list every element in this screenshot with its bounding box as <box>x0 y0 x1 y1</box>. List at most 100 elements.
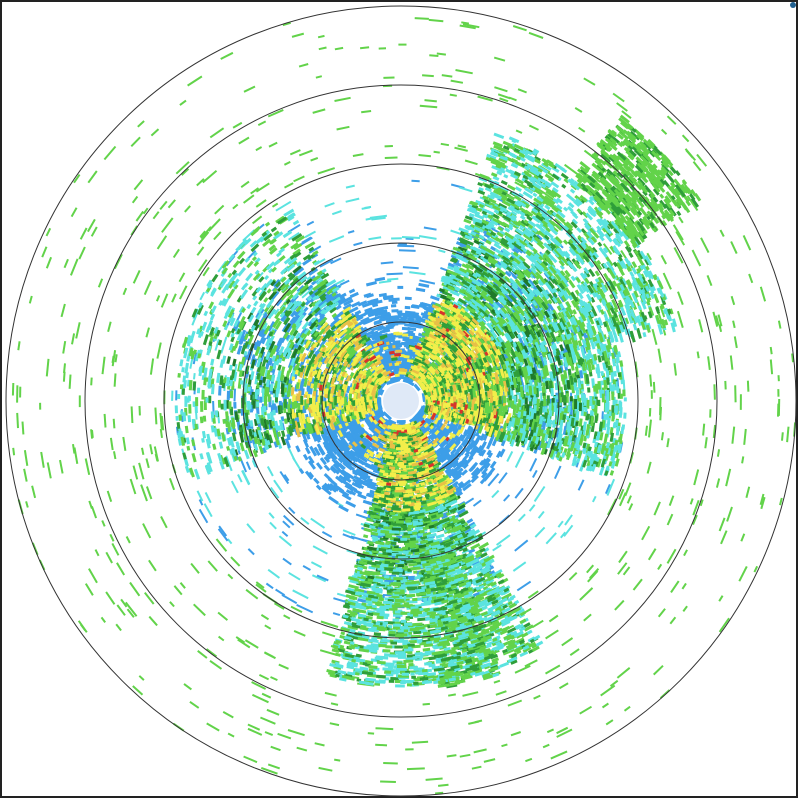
clutter-echo <box>549 616 558 622</box>
precip-echo <box>366 282 376 285</box>
clutter-echo <box>253 216 262 223</box>
clutter-echo <box>661 690 670 698</box>
clutter-echo <box>102 617 106 622</box>
clutter-echo <box>303 566 310 570</box>
clutter-echo <box>731 242 737 254</box>
precip-echo <box>220 386 221 396</box>
clutter-echo <box>117 563 124 575</box>
clutter-echo <box>112 543 118 555</box>
clutter-echo <box>761 287 765 302</box>
precip-echo <box>407 341 412 342</box>
clutter-echo <box>266 584 273 589</box>
clutter-echo <box>47 359 49 377</box>
clutter-echo <box>686 149 696 161</box>
clutter-echo <box>484 759 495 762</box>
clutter-echo <box>569 573 576 580</box>
clutter-echo <box>402 237 420 238</box>
clutter-echo <box>720 518 725 531</box>
clutter-echo <box>289 573 300 580</box>
clutter-echo <box>210 661 222 669</box>
clutter-echo <box>197 247 203 255</box>
clutter-echo <box>534 696 541 699</box>
precip-echo <box>314 479 319 484</box>
clutter-echo <box>424 228 437 230</box>
clutter-echo <box>174 586 181 595</box>
clutter-echo <box>271 677 278 680</box>
clutter-echo <box>515 666 530 673</box>
precip-echo <box>349 290 354 292</box>
clutter-echo <box>438 785 448 786</box>
clutter-echo <box>284 162 290 165</box>
clutter-echo <box>133 686 143 695</box>
clutter-echo <box>209 219 220 231</box>
clutter-echo <box>233 205 238 209</box>
clutter-echo <box>335 48 343 49</box>
clutter-echo <box>397 246 414 247</box>
precip-echo <box>304 455 307 460</box>
clutter-echo <box>463 692 479 696</box>
clutter-echo <box>138 121 144 127</box>
clutter-echo <box>529 33 543 38</box>
clutter-echo <box>415 18 429 19</box>
clutter-echo <box>319 768 333 771</box>
precip-echo <box>282 417 283 422</box>
precip-echo <box>410 324 416 325</box>
clutter-echo <box>270 522 276 528</box>
clutter-echo <box>744 429 746 445</box>
clutter-echo <box>174 249 179 257</box>
clutter-echo <box>662 130 667 135</box>
precip-echo <box>383 313 390 314</box>
clutter-echo <box>608 499 616 515</box>
clutter-echo <box>180 273 185 282</box>
precip-echo <box>476 437 479 443</box>
clutter-echo <box>151 129 158 136</box>
clutter-echo <box>496 691 507 695</box>
clutter-echo <box>221 337 226 354</box>
clutter-echo <box>543 745 549 748</box>
clutter-echo <box>274 480 282 492</box>
clutter-echo <box>149 560 156 571</box>
clutter-echo <box>423 704 430 705</box>
clutter-echo <box>679 217 683 223</box>
clutter-echo <box>131 226 137 235</box>
clutter-echo <box>714 384 715 399</box>
clutter-echo <box>333 613 340 615</box>
clutter-echo <box>726 469 730 486</box>
clutter-echo <box>258 121 265 125</box>
clutter-echo <box>575 108 582 112</box>
clutter-echo <box>379 281 391 283</box>
clutter-echo <box>461 22 469 23</box>
clutter-echo <box>198 651 207 658</box>
clutter-echo <box>337 127 350 130</box>
clutter-echo <box>285 183 294 188</box>
precip-echo <box>306 301 310 305</box>
clutter-echo <box>150 444 152 454</box>
clutter-echo <box>48 462 51 478</box>
clutter-echo <box>746 487 749 498</box>
precip-echo <box>242 409 243 416</box>
precip-echo <box>408 317 413 318</box>
clutter-echo <box>261 615 268 620</box>
precip-echo <box>318 444 322 452</box>
clutter-echo <box>181 583 186 589</box>
clutter-echo <box>146 459 148 468</box>
precip-echo <box>355 311 360 314</box>
precip-echo <box>374 337 380 339</box>
clutter-echo <box>139 676 144 680</box>
clutter-echo <box>279 536 291 546</box>
clutter-echo <box>601 686 615 696</box>
clutter-echo <box>273 204 278 207</box>
precip-echo <box>501 181 507 184</box>
clutter-echo <box>748 381 749 392</box>
clutter-echo <box>674 225 683 240</box>
precip-echo <box>303 388 304 395</box>
clutter-echo <box>256 147 262 150</box>
clutter-echo <box>693 250 701 266</box>
clutter-echo <box>478 97 493 101</box>
clutter-echo <box>265 625 271 629</box>
clutter-echo <box>650 375 651 387</box>
clutter-echo <box>108 491 112 502</box>
precip-echo <box>633 268 636 274</box>
clutter-echo <box>124 288 127 295</box>
clutter-echo <box>667 438 668 447</box>
